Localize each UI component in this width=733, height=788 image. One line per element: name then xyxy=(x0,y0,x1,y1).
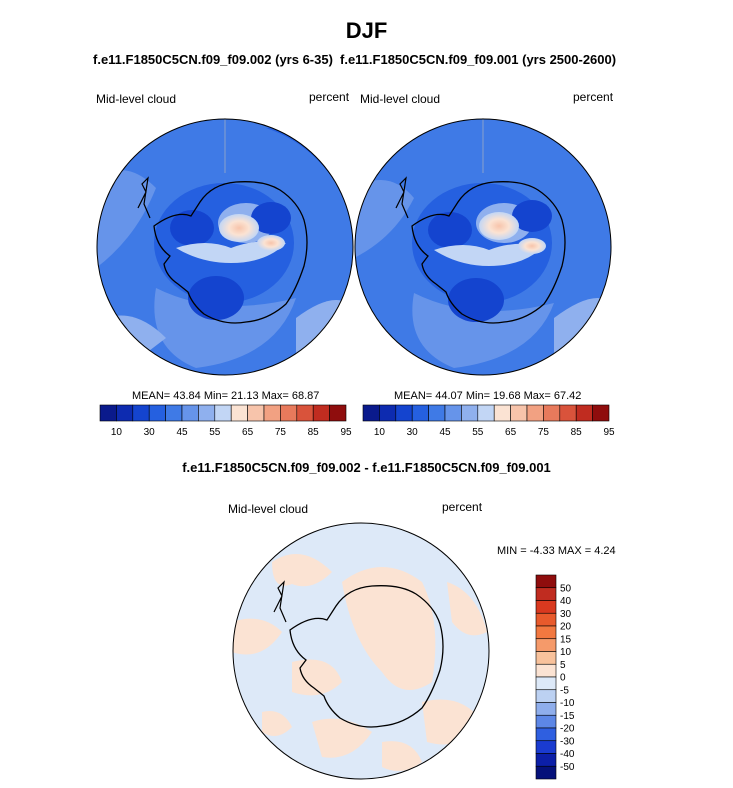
panel-2-colorbar-box xyxy=(526,404,544,422)
main-title: DJF xyxy=(345,18,388,43)
difference-colorbar-box xyxy=(535,740,557,754)
difference-colorbar-box xyxy=(535,612,557,627)
difference-colorbar-tick-label: 0 xyxy=(560,673,566,684)
difference-colorbar-tick-label: -5 xyxy=(560,685,569,696)
panel-1-colorbar-box xyxy=(148,404,166,422)
difference-colorbar-box xyxy=(535,689,557,703)
difference-colorbar-box xyxy=(535,765,557,780)
panel-2-colorbar-box xyxy=(575,404,593,422)
panel-1-colorbar-tick-label: 85 xyxy=(308,427,320,438)
difference-colorbar-tick-label: -50 xyxy=(560,762,575,773)
panel-1-units-label: percent xyxy=(309,90,350,104)
panel-2-colorbar-box xyxy=(493,404,511,422)
difference-colorbar-tick-label: 40 xyxy=(560,596,572,607)
difference-colorbar-box xyxy=(535,587,557,601)
panel-2-colorbar-box xyxy=(411,404,429,422)
difference-colorbar-box xyxy=(535,638,557,652)
difference-colorbar-tick-label: 50 xyxy=(560,583,572,594)
difference-colorbar-box xyxy=(535,753,557,767)
difference-colorbar-box xyxy=(535,702,557,716)
panel-2-colorbar-box xyxy=(559,404,577,422)
panel-1-colorbar-box xyxy=(214,404,232,422)
difference-colorbar-tick-label: -10 xyxy=(560,698,575,709)
panel-2-polar-map xyxy=(354,118,612,376)
panel-2-colorbar-tick-label: 55 xyxy=(472,427,484,438)
difference-colorbar-box xyxy=(535,574,557,589)
panel-1-colorbar-box xyxy=(263,404,281,422)
difference-polar-map xyxy=(232,522,490,780)
panel-1-stats: MEAN= 43.84 Min= 21.13 Max= 68.87 xyxy=(132,390,320,402)
panel-1-colorbar-tick-label: 45 xyxy=(176,427,188,438)
panel-1-colorbar-box xyxy=(198,404,216,422)
difference-colorbar-tick-label: 15 xyxy=(560,634,572,645)
panel-2-colorbar-tick-label: 65 xyxy=(505,427,517,438)
panel-1-colorbar-box xyxy=(329,404,347,422)
panel-2-colorbar-box xyxy=(395,404,413,422)
panel-1-run-title: f.e11.F1850C5CN.f09_f09.002 (yrs 6-35) xyxy=(93,52,333,67)
panel-1-colorbar-box xyxy=(116,404,134,422)
panel-1-colorbar: 10 30 45 55 65 75 85 95 xyxy=(99,404,352,438)
panel-2-colorbar-box xyxy=(592,404,610,422)
difference-colorbar-tick-label: -20 xyxy=(560,724,575,735)
panel-2-colorbar-tick-label: 75 xyxy=(538,427,550,438)
difference-colorbar-box xyxy=(535,727,557,742)
panel-1-colorbar-box xyxy=(181,404,199,422)
difference-title: f.e11.F1850C5CN.f09_f09.002 - f.e11.F185… xyxy=(182,460,551,475)
difference-stats: MIN = -4.33 MAX = 4.24 xyxy=(497,545,616,557)
panel-2-variable-label: Mid-level cloud xyxy=(360,92,441,106)
difference-colorbar-box xyxy=(535,625,557,640)
difference-colorbar-box xyxy=(535,714,557,729)
panel-1-colorbar-box xyxy=(296,404,314,422)
difference-colorbar-box xyxy=(535,676,557,691)
panel-1-colorbar-tick-label: 75 xyxy=(275,427,287,438)
panel-2-stats: MEAN= 44.07 Min= 19.68 Max= 67.42 xyxy=(394,390,582,402)
difference-colorbar-tick-label: 10 xyxy=(560,647,572,658)
panel-1-colorbar-tick-label: 65 xyxy=(242,427,254,438)
difference-colorbar-tick-label: 20 xyxy=(560,622,572,633)
panel-2-colorbar-tick-label: 95 xyxy=(603,427,615,438)
panel-1-colorbar-box xyxy=(99,404,117,422)
panel-1-polar-map xyxy=(96,118,354,376)
panel-2-units-label: percent xyxy=(573,90,614,104)
difference-colorbar-tick-label: -40 xyxy=(560,749,575,760)
difference-colorbar-box xyxy=(535,651,557,665)
panel-2-colorbar-tick-label: 85 xyxy=(571,427,583,438)
panel-1-colorbar-tick-label: 95 xyxy=(340,427,352,438)
difference-colorbar-tick-label: -30 xyxy=(560,736,575,747)
panel-2-colorbar-box xyxy=(477,404,495,422)
panel-1-colorbar-tick-label: 30 xyxy=(144,427,156,438)
difference-units-label: percent xyxy=(442,500,483,514)
panel-2-run-title: f.e11.F1850C5CN.f09_f09.001 (yrs 2500-26… xyxy=(340,52,617,67)
panel-1-colorbar-box xyxy=(230,404,248,422)
difference-colorbar-box xyxy=(535,663,557,678)
panel-1-colorbar-box xyxy=(132,404,150,422)
difference-variable-label: Mid-level cloud xyxy=(228,502,309,516)
panel-2-colorbar-box xyxy=(379,404,397,422)
panel-2-colorbar-box xyxy=(362,404,380,422)
difference-colorbar-tick-label: 30 xyxy=(560,609,572,620)
panel-2-colorbar-box xyxy=(510,404,528,422)
panel-1-colorbar-box xyxy=(247,404,265,422)
panel-2-colorbar-box xyxy=(461,404,479,422)
difference-colorbar-tick-label: 5 xyxy=(560,660,566,671)
panel-2-colorbar-box xyxy=(543,404,561,422)
difference-colorbar-box xyxy=(535,600,557,614)
panel-2-colorbar-tick-label: 45 xyxy=(439,427,451,438)
panel-1-colorbar-tick-label: 55 xyxy=(209,427,221,438)
panel-1-colorbar-tick-label: 10 xyxy=(111,427,123,438)
panel-2-colorbar-tick-label: 10 xyxy=(374,427,386,438)
difference-colorbar-tick-label: -15 xyxy=(560,711,575,722)
panel-1-colorbar-box xyxy=(165,404,183,422)
panel-1-variable-label: Mid-level cloud xyxy=(96,92,177,106)
panel-1-colorbar-box xyxy=(312,404,330,422)
panel-2-colorbar-box xyxy=(428,404,446,422)
panel-2-colorbar-box xyxy=(444,404,462,422)
panel-1-colorbar-box xyxy=(280,404,298,422)
panel-2-colorbar: 10 30 45 55 65 75 85 95 xyxy=(362,404,615,438)
panel-2-colorbar-tick-label: 30 xyxy=(407,427,419,438)
